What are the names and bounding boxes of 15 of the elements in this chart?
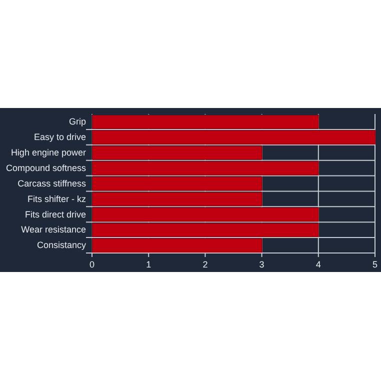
y-tick-label: Carcass stiffness <box>18 178 86 188</box>
x-tick-label: 0 <box>89 259 95 270</box>
y-tick-label: Fits shifter - kz <box>27 194 86 204</box>
y-tick-label: Fits direct drive <box>24 209 86 220</box>
y-tick-label: Easy to drive <box>34 132 86 142</box>
x-tick-label: 1 <box>146 259 152 270</box>
x-tick-label: 2 <box>202 259 208 270</box>
y-tick-label: Wear resistance <box>21 224 86 235</box>
y-tick-label: Grip <box>68 116 86 127</box>
y-tick-label: Consistancy <box>36 240 86 250</box>
x-tick-label: 5 <box>372 259 378 270</box>
x-tick-label: 3 <box>259 259 264 270</box>
y-tick-label: Compound softness <box>6 162 86 173</box>
x-tick-label: 4 <box>316 259 321 270</box>
y-tick-label: High engine power <box>10 147 86 158</box>
